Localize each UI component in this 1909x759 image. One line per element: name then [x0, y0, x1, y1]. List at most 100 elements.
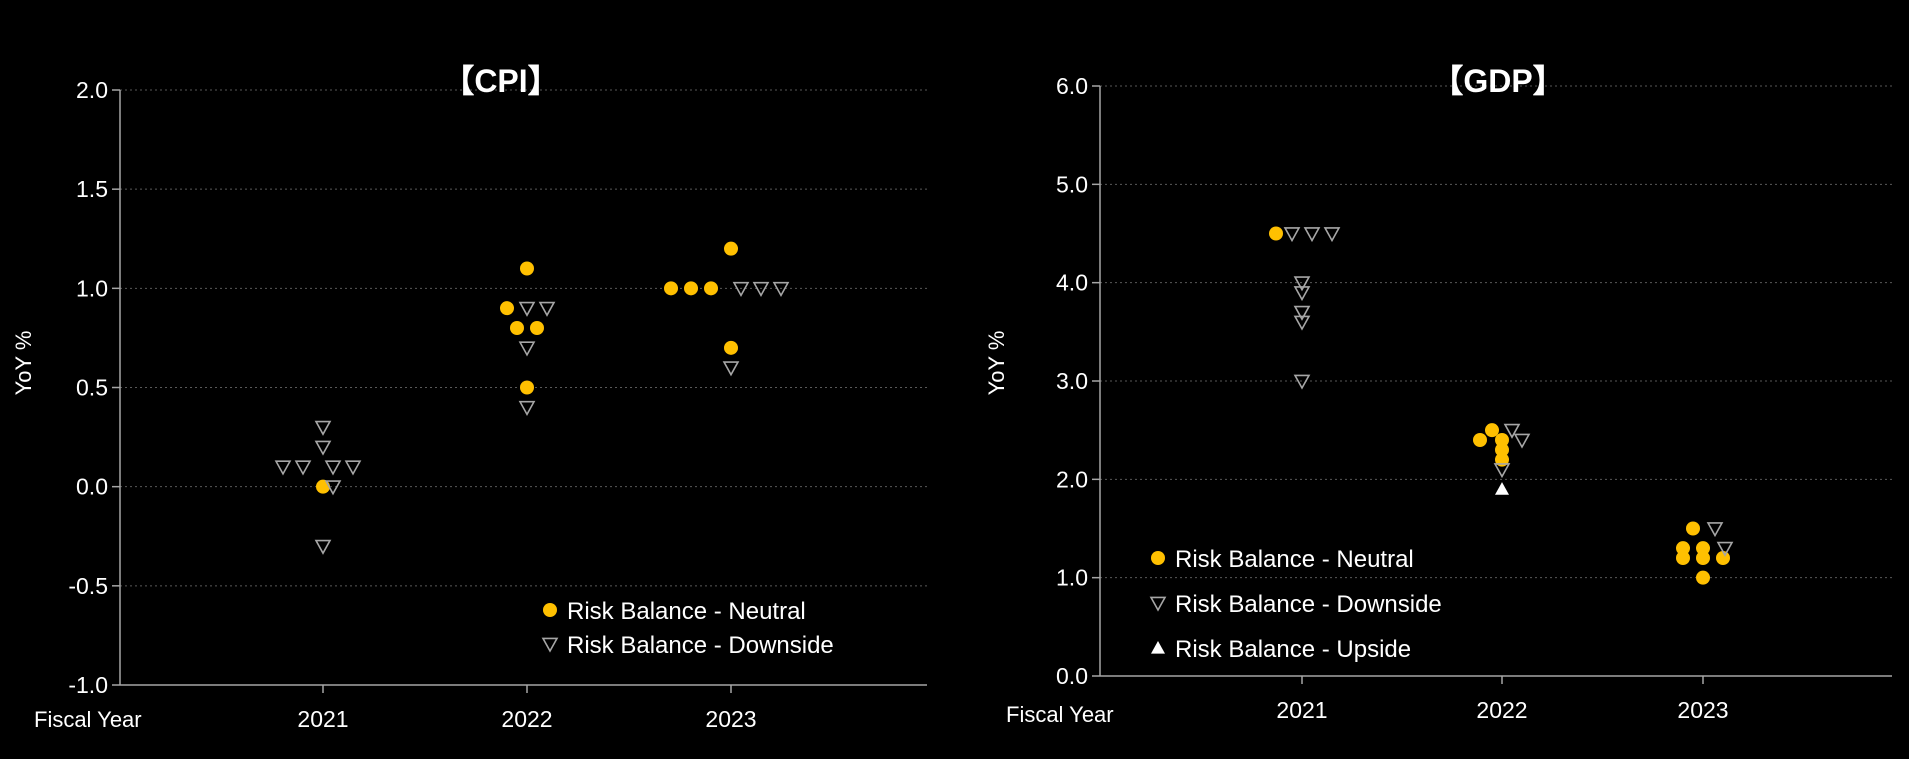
y-tick-label: 2.0 — [1056, 466, 1088, 492]
downside-point — [1493, 463, 1511, 479]
downside-point — [314, 539, 332, 555]
downside-point — [1323, 227, 1341, 243]
downside-point — [1293, 374, 1311, 390]
gdp-x-tick-labels: 2021 2022 2023 — [1276, 697, 1728, 723]
downside-point — [1293, 315, 1311, 331]
legend-marker — [1151, 641, 1165, 654]
downside-point — [324, 460, 342, 476]
legend-marker — [1149, 596, 1167, 612]
neutral-point — [1716, 551, 1730, 565]
y-tick-label: 2.0 — [76, 77, 108, 103]
downside-point — [518, 341, 536, 357]
neutral-point — [1696, 570, 1710, 585]
y-tick-label: 0.5 — [76, 375, 108, 401]
neutral-point — [500, 301, 514, 316]
neutral-point — [664, 281, 678, 296]
legend-marker — [1151, 551, 1165, 565]
downside-point — [1706, 522, 1724, 538]
downside-point — [314, 420, 332, 436]
y-tick-label: 0.0 — [1056, 663, 1088, 689]
y-tick-label: 1.0 — [1056, 565, 1088, 591]
downside-point — [1303, 227, 1321, 243]
gdp-data-points — [1269, 226, 1734, 585]
cpi-x-axis-label: Fiscal Year — [34, 707, 142, 732]
gdp-legend: Risk Balance - Neutral Risk Balance - Dow… — [1149, 546, 1442, 663]
legend-label: Risk Balance - Downside — [567, 632, 834, 659]
x-tick-label: 2021 — [1276, 697, 1327, 723]
gdp-chart-title: 【GDP】 — [1431, 63, 1564, 99]
downside-point — [518, 301, 536, 317]
downside-point — [1513, 433, 1531, 449]
downside-point — [538, 301, 556, 317]
x-tick-label: 2022 — [1476, 697, 1527, 723]
neutral-point — [1676, 551, 1690, 565]
neutral-point — [724, 340, 738, 355]
neutral-point — [1696, 551, 1710, 565]
downside-point — [274, 460, 292, 476]
downside-point — [1293, 286, 1311, 302]
y-tick-label: 1.0 — [76, 275, 108, 301]
neutral-point — [530, 321, 544, 335]
downside-point — [1503, 423, 1521, 439]
neutral-point — [1696, 541, 1710, 556]
downside-point — [732, 281, 750, 297]
x-tick-label: 2022 — [501, 706, 552, 732]
cpi-chart: -1.0 -0.5 0.0 0.5 1.0 1.5 2.0 2021 2022 2023 【CP… — [11, 63, 927, 732]
downside-point — [314, 440, 332, 456]
gdp-axes — [1092, 85, 1892, 684]
legend-label: Risk Balance - Upside — [1175, 636, 1411, 663]
legend-marker — [543, 603, 557, 617]
downside-point — [752, 281, 770, 297]
cpi-x-tick-labels: 2021 2022 2023 — [297, 706, 756, 732]
legend-label: Risk Balance - Neutral — [1175, 546, 1414, 573]
x-tick-label: 2023 — [705, 706, 756, 732]
gdp-gridlines — [1100, 85, 1892, 579]
neutral-point — [1495, 442, 1509, 457]
y-tick-label: 1.5 — [76, 176, 108, 202]
x-tick-label: 2023 — [1677, 697, 1728, 723]
downside-point — [294, 460, 312, 476]
upside-point — [1495, 482, 1509, 495]
downside-point — [1716, 541, 1734, 557]
legend-label: Risk Balance - Neutral — [567, 598, 806, 625]
neutral-point — [520, 380, 534, 395]
legend-marker — [541, 637, 559, 653]
neutral-point — [684, 281, 698, 296]
y-tick-label: -1.0 — [68, 672, 108, 698]
downside-point — [1293, 305, 1311, 321]
downside-point — [1283, 227, 1301, 243]
downside-point — [772, 281, 790, 297]
cpi-data-points — [274, 241, 790, 555]
downside-point — [1293, 276, 1311, 292]
gdp-chart: 0.0 1.0 2.0 3.0 4.0 5.0 6.0 2021 2022 2023 【GDP】… — [984, 63, 1892, 727]
legend-label: Risk Balance - Downside — [1175, 591, 1442, 618]
downside-point — [722, 361, 740, 377]
neutral-point — [704, 281, 718, 296]
gdp-y-tick-labels: 0.0 1.0 2.0 3.0 4.0 5.0 6.0 — [1056, 73, 1088, 689]
y-tick-label: -0.5 — [68, 573, 108, 599]
y-tick-label: 3.0 — [1056, 368, 1088, 394]
y-tick-label: 6.0 — [1056, 73, 1088, 99]
y-tick-label: 4.0 — [1056, 270, 1088, 296]
neutral-point — [724, 241, 738, 256]
y-tick-label: 0.0 — [76, 474, 108, 500]
neutral-point — [1485, 423, 1499, 438]
x-tick-label: 2021 — [297, 706, 348, 732]
neutral-point — [1269, 226, 1283, 241]
downside-point — [324, 480, 342, 496]
neutral-point — [520, 261, 534, 276]
cpi-y-tick-labels: -1.0 -0.5 0.0 0.5 1.0 1.5 2.0 — [68, 77, 108, 698]
cpi-chart-title: 【CPI】 — [442, 63, 559, 99]
cpi-y-axis-label: YoY % — [11, 331, 36, 396]
y-tick-label: 5.0 — [1056, 171, 1088, 197]
cpi-axes — [112, 89, 927, 693]
neutral-point — [1473, 433, 1487, 447]
downside-point — [518, 400, 536, 416]
gdp-x-axis-label: Fiscal Year — [1006, 702, 1114, 727]
cpi-legend: Risk Balance - Neutral Risk Balance - Dow… — [541, 598, 834, 659]
neutral-point — [1495, 433, 1509, 447]
neutral-point — [510, 321, 524, 335]
gdp-y-axis-label: YoY % — [984, 331, 1009, 396]
